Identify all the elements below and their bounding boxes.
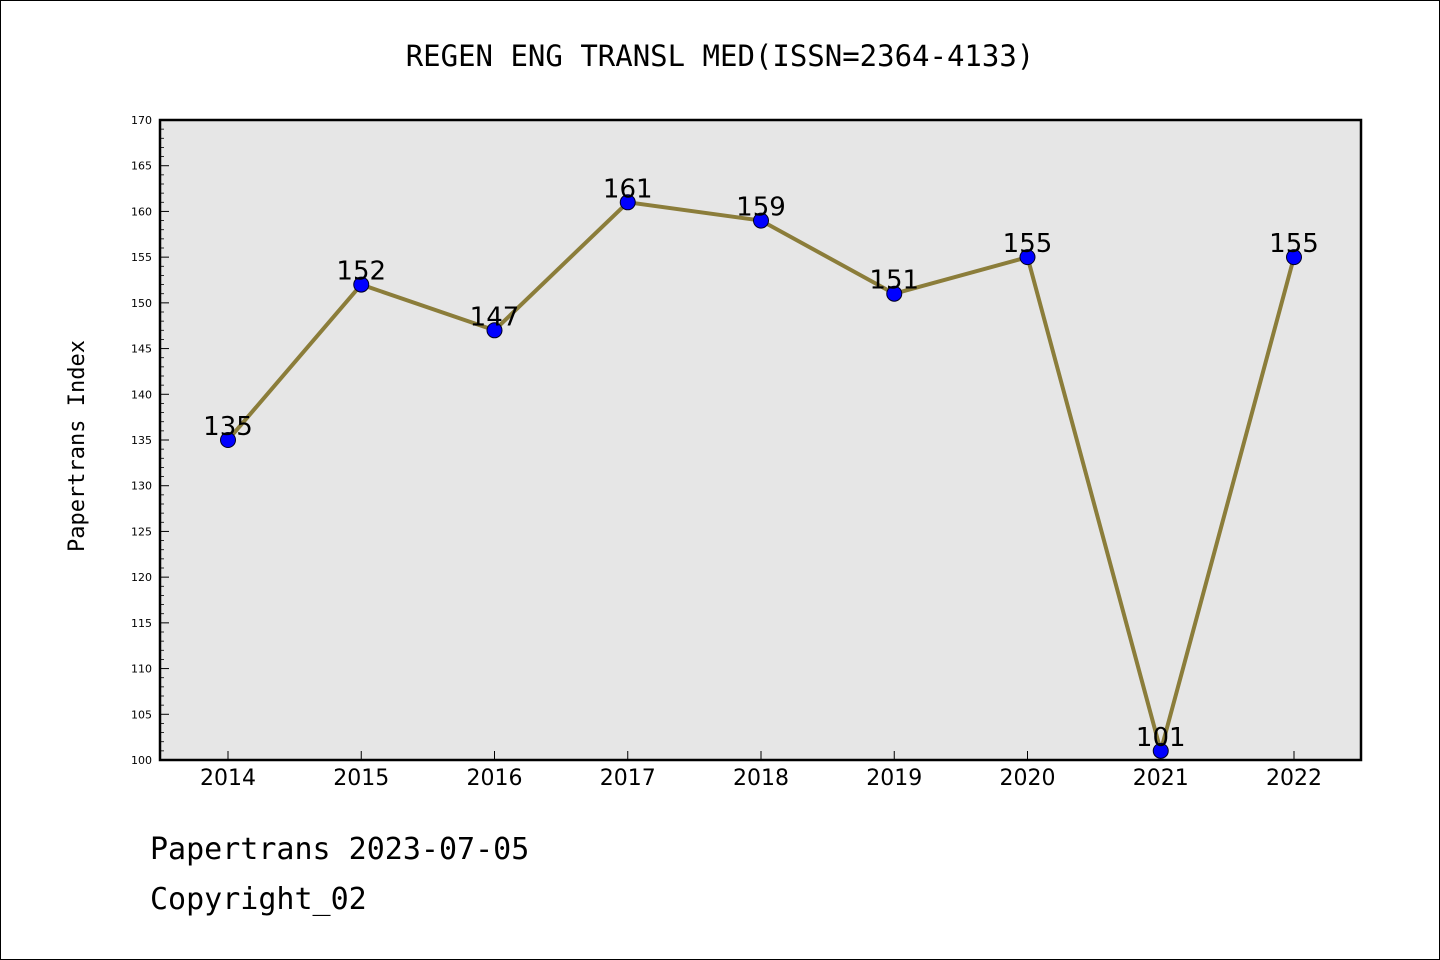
y-axis: 100 105 110 115 120 125 130 135 140 145 150 155 160 1…	[131, 114, 169, 767]
y-tick-label: 145	[131, 343, 152, 356]
x-tick-label: 2022	[1266, 766, 1322, 791]
data-point	[753, 212, 769, 229]
series: 135 152 147 161 159 151 155 101 155	[203, 174, 1319, 759]
y-tick-label: 120	[131, 571, 152, 584]
data-label: 155	[1269, 229, 1319, 259]
data-label: 101	[1136, 723, 1186, 753]
y-tick-label: 110	[131, 663, 152, 676]
data-label: 159	[736, 193, 786, 223]
y-tick-label: 105	[131, 708, 152, 721]
y-axis-label: Papertrans Index	[65, 340, 90, 552]
data-point	[1286, 249, 1302, 266]
chart-title: REGEN ENG TRANSL MED(ISSN=2364-4133)	[406, 39, 1035, 73]
y-tick-label: 165	[131, 160, 152, 173]
y-tick-label: 115	[131, 617, 152, 630]
data-point	[619, 194, 636, 211]
y-tick-label: 135	[131, 434, 152, 447]
x-tick-label: 2018	[733, 766, 789, 791]
data-point	[1019, 249, 1036, 266]
plot-border	[158, 118, 1363, 762]
x-tick-label: 2014	[200, 766, 256, 791]
y-tick-label: 100	[131, 754, 152, 767]
data-label: 135	[203, 412, 253, 442]
data-point	[486, 322, 503, 339]
y-tick-label: 140	[131, 388, 152, 401]
x-tick-label: 2020	[1000, 766, 1056, 791]
data-label: 147	[470, 302, 520, 332]
data-label: 155	[1003, 229, 1053, 259]
x-tick-label: 2016	[467, 766, 523, 791]
y-tick-label: 130	[131, 480, 152, 493]
x-tick-label: 2017	[600, 766, 656, 791]
data-label: 161	[603, 174, 653, 204]
data-point	[886, 285, 903, 302]
y-tick-label: 150	[131, 297, 152, 310]
y-tick-label: 125	[131, 525, 152, 538]
data-label: 152	[336, 257, 386, 287]
y-tick-label: 160	[131, 205, 152, 218]
data-point	[1152, 742, 1169, 759]
y-tick-label: 155	[131, 251, 152, 264]
x-tick-label: 2019	[866, 766, 922, 791]
source-text: Papertrans 2023-07-05	[150, 832, 530, 867]
x-tick-label: 2021	[1133, 766, 1189, 791]
data-point	[220, 432, 236, 448]
copyright-text: Copyright_02	[150, 882, 367, 917]
x-tick-label: 2015	[333, 766, 389, 791]
data-label: 151	[869, 266, 919, 296]
x-axis: 2014 2015 2016 2017 2018 2019 2020 2021 2022	[200, 751, 1322, 791]
data-point	[353, 276, 370, 293]
y-tick-label: 170	[131, 114, 152, 127]
